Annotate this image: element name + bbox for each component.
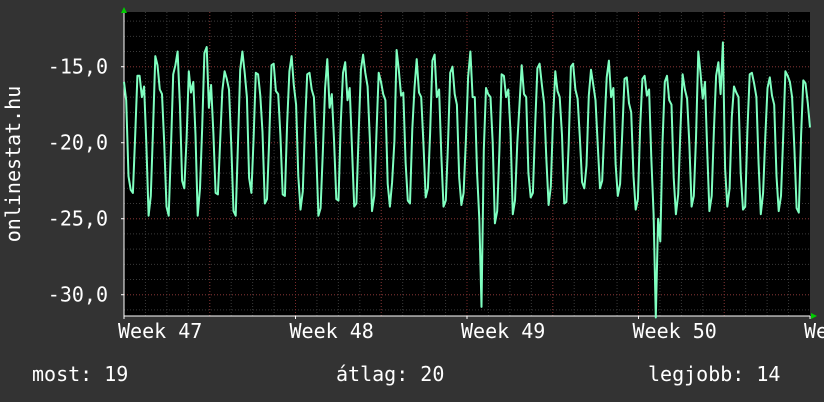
x-tick-label: Week 48	[290, 319, 374, 343]
y-tick-label: -15,0	[48, 55, 108, 79]
x-tick-label: Week 49	[461, 319, 545, 343]
y-tick-label: -25,0	[48, 207, 108, 231]
x-axis-arrow-icon	[811, 313, 817, 319]
x-tick-label: Week 50	[633, 319, 717, 343]
watermark-text: onlinestat.hu	[1, 86, 25, 243]
y-tick-label: -20,0	[48, 131, 108, 155]
series-line	[123, 41, 811, 319]
best-value: legjobb: 14	[648, 362, 781, 386]
line-chart: -30,0 -25,0 -20,0 -15,0 Week 47 Week 48 Week 4…	[1, 7, 824, 343]
x-tick-label: Week 47	[118, 319, 202, 343]
y-axis-arrow-icon	[121, 7, 127, 13]
current-value: most: 19	[32, 362, 129, 386]
y-tick-label: -30,0	[48, 283, 108, 307]
x-tick-label: Week 5	[804, 319, 824, 343]
average-value: átlag: 20	[336, 362, 445, 386]
